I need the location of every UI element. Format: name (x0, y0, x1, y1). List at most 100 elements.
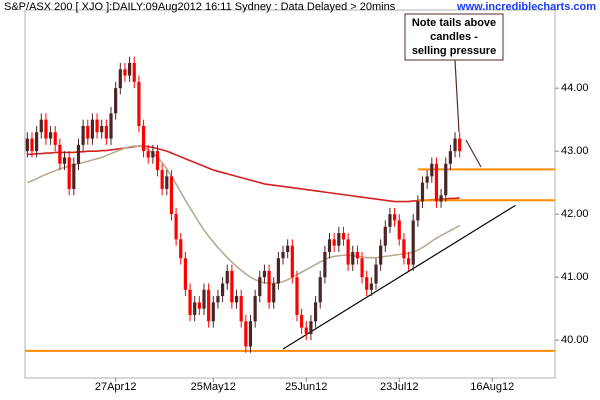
candle-body (355, 251, 360, 259)
candle-body (155, 151, 160, 171)
candle-body (202, 289, 206, 309)
trendline (282, 204, 516, 350)
candle-body (248, 321, 253, 347)
candle-body (365, 277, 369, 290)
candle-body (169, 176, 174, 215)
annotation-box (404, 13, 504, 61)
candle-body (313, 302, 318, 322)
candle-body (327, 239, 332, 252)
candle-body (72, 163, 76, 189)
x-tick-label: 25Jun12 (285, 381, 327, 393)
candle-body (197, 302, 201, 309)
candle-body (411, 220, 415, 265)
candle-body (118, 69, 122, 89)
candle-body (406, 258, 411, 265)
candle-body (360, 258, 364, 278)
y-tick-label: 43.00 (561, 145, 589, 157)
candle-body (295, 277, 299, 315)
candle-body (48, 132, 53, 139)
candle-body (160, 170, 164, 189)
candle-body (425, 176, 429, 183)
candle-body (430, 163, 434, 177)
candle-body (141, 125, 146, 152)
candle-body (323, 251, 327, 278)
x-tick-label: 25May12 (191, 381, 236, 393)
candle-body (216, 296, 220, 303)
candle-body (81, 125, 85, 145)
candle-body (253, 296, 257, 322)
candle-body (211, 302, 215, 322)
candle-body (234, 296, 239, 303)
candle-body (230, 270, 234, 303)
candle-body (86, 125, 90, 139)
moving-average (27, 145, 460, 203)
candle-body (137, 81, 141, 126)
candle-body (337, 233, 341, 246)
candle-body (174, 214, 178, 240)
candle-body (286, 245, 290, 252)
candle-body (341, 233, 346, 240)
candle-body (109, 113, 113, 139)
candle-body (439, 195, 443, 202)
annotation-pointer (465, 139, 482, 168)
candle-body (300, 314, 304, 328)
candle-body (397, 220, 401, 240)
candle-body (369, 283, 373, 290)
candle-body (183, 258, 187, 290)
candle-body (188, 289, 192, 315)
candle-body (104, 125, 108, 139)
chart-title: S&P/ASX 200 [ XJO ]:DAILY:09Aug2012 16:1… (4, 1, 396, 13)
x-tick-label: 23Jul12 (380, 381, 419, 393)
candle-body (281, 251, 285, 259)
candle-body (58, 144, 62, 164)
candle-body (448, 151, 452, 164)
candle-body (458, 138, 462, 152)
candle-body (272, 283, 276, 303)
candle-body (151, 151, 155, 158)
annotation: Note tails above candles - selling pressur… (404, 13, 504, 168)
candle-body (90, 119, 95, 139)
candle-body (383, 226, 387, 246)
candle-body (193, 302, 197, 315)
candle-body (309, 321, 313, 334)
annotation-text: candles - (430, 31, 478, 43)
candle-body (402, 239, 406, 259)
moving-average (27, 145, 461, 285)
candle-body (114, 88, 118, 114)
candle-body (444, 163, 448, 196)
candle-body (276, 258, 280, 284)
candle-body (39, 119, 43, 133)
candle-body (379, 245, 383, 265)
candle-body (388, 214, 392, 227)
candle-body (351, 251, 355, 265)
annotation-text: selling pressure (412, 45, 496, 57)
x-tick-label: 16Aug12 (470, 381, 514, 393)
y-tick-label: 41.00 (561, 271, 589, 283)
candle-body (304, 327, 308, 334)
candle-body (25, 138, 29, 152)
candle-body (165, 176, 169, 189)
candle-body (239, 296, 243, 322)
candle-body (453, 138, 457, 152)
y-tick-label: 44.00 (561, 82, 589, 94)
candle-body (374, 264, 378, 284)
candle-body (290, 245, 294, 278)
candle-body (332, 239, 336, 246)
candle-body (267, 270, 271, 303)
candle-body (76, 144, 81, 164)
candle-body (393, 214, 397, 221)
source: www.incrediblecharts.com (456, 1, 596, 13)
candle-body (207, 289, 211, 322)
candle-body (35, 132, 39, 152)
candle-body (420, 182, 425, 202)
plot-frame (24, 9, 556, 379)
candle-body (262, 270, 267, 278)
y-tick-label: 40.00 (561, 334, 589, 346)
y-tick-label: 42.00 (561, 208, 589, 220)
candle-body (30, 138, 34, 152)
candle-body (132, 62, 136, 82)
candle-body (220, 283, 225, 297)
candle-body (95, 119, 99, 133)
candle-body (62, 157, 67, 164)
